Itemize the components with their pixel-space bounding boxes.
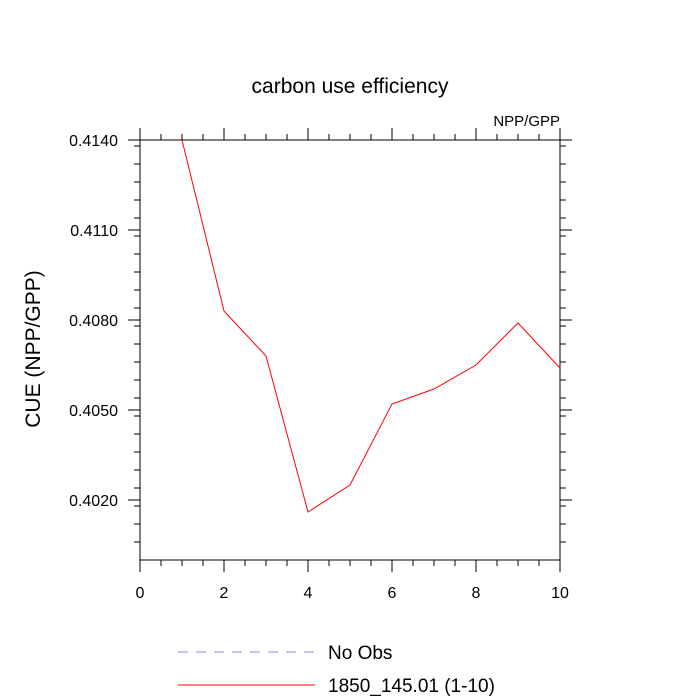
x-tick-label: 6 [388,585,397,602]
y-tick-label: 0.4020 [69,493,118,510]
y-tick-labels: 0.4020 0.4050 0.4080 0.4110 0.4140 [69,133,118,510]
x-tick-labels: 0 2 4 6 8 10 [136,585,569,602]
series-line-1 [181,139,561,513]
series-lines [181,139,561,513]
x-tick-label: 10 [551,585,569,602]
chart-title: carbon use efficiency [252,75,449,98]
x-tick-label: 8 [472,585,481,602]
chart-subtitle: NPP/GPP [493,113,560,130]
axis-ticks [128,128,572,572]
y-tick-label: 0.4050 [69,403,118,420]
y-tick-label: 0.4080 [69,313,118,330]
x-tick-label: 2 [220,585,229,602]
legend-label: 1850_145.01 (1-10) [328,676,495,697]
plot-frame [139,139,561,561]
y-axis-label: CUE (NPP/GPP) [22,270,45,428]
legend-label: No Obs [328,643,392,664]
y-tick-label: 0.4110 [70,223,118,240]
legend: No Obs 1850_145.01 (1-10) [178,643,495,697]
x-tick-label: 0 [136,585,145,602]
y-tick-label: 0.4140 [69,133,118,150]
x-tick-label: 4 [304,585,313,602]
